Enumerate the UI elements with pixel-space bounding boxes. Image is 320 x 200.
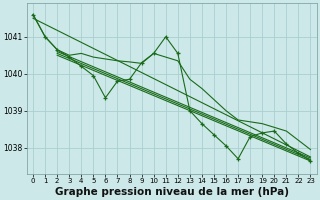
X-axis label: Graphe pression niveau de la mer (hPa): Graphe pression niveau de la mer (hPa) — [55, 187, 289, 197]
